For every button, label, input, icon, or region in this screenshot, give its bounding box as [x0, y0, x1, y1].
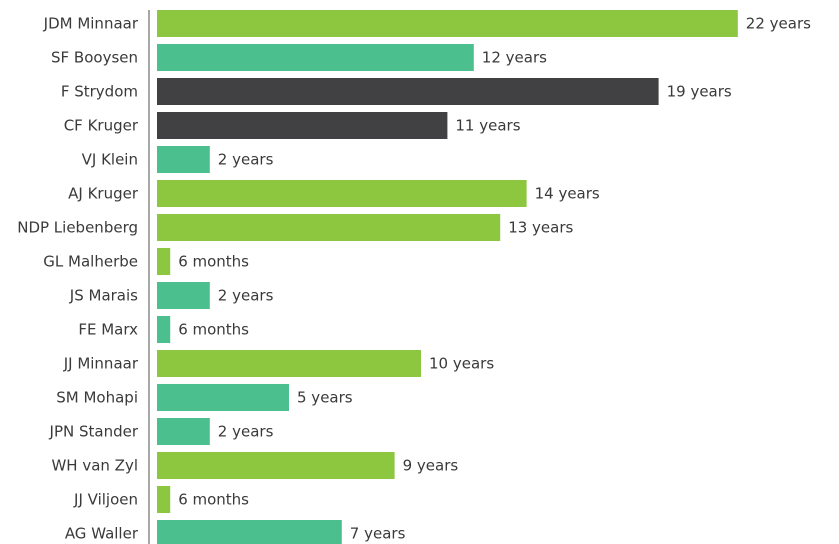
category-label: SM Mohapi — [56, 389, 138, 407]
bar — [157, 44, 474, 71]
bar — [157, 146, 210, 173]
category-label: JS Marais — [69, 287, 138, 305]
value-label: 6 months — [178, 253, 249, 271]
bar — [157, 384, 289, 411]
value-label: 2 years — [218, 423, 274, 441]
bar — [157, 10, 738, 37]
bar — [157, 112, 448, 139]
category-label: NDP Liebenberg — [17, 219, 138, 237]
value-label: 13 years — [508, 219, 573, 237]
bar — [157, 350, 421, 377]
bar — [157, 418, 210, 445]
category-label: JJ Minnaar — [63, 355, 139, 373]
bar — [157, 452, 395, 479]
bar — [157, 520, 342, 544]
category-label: JJ Viljoen — [73, 491, 138, 509]
value-label: 14 years — [535, 185, 600, 203]
value-label: 22 years — [746, 15, 811, 33]
category-label: VJ Klein — [82, 151, 138, 169]
category-label: JDM Minnaar — [43, 15, 139, 33]
value-label: 7 years — [350, 525, 406, 543]
category-label: JPN Stander — [49, 423, 139, 441]
value-label: 11 years — [455, 117, 520, 135]
value-label: 5 years — [297, 389, 353, 407]
value-labels-group: 22 years 12 years 19 years 11 years 2 years 1… — [178, 15, 811, 543]
value-label: 19 years — [667, 83, 732, 101]
category-label: CF Kruger — [64, 117, 139, 135]
value-label: 10 years — [429, 355, 494, 373]
bar — [157, 486, 171, 513]
bar — [157, 248, 171, 275]
category-label: AJ Kruger — [68, 185, 139, 203]
bar — [157, 282, 210, 309]
category-label: SF Booysen — [51, 49, 138, 67]
category-labels-group: JDM Minnaar SF Booysen F Strydom CF Kruger V… — [17, 15, 139, 543]
value-label: 6 months — [178, 321, 249, 339]
bar — [157, 180, 527, 207]
category-label: FE Marx — [78, 321, 138, 339]
bar — [157, 316, 171, 343]
value-label: 12 years — [482, 49, 547, 67]
bars-group — [157, 10, 738, 544]
bar — [157, 214, 501, 241]
value-label: 2 years — [218, 151, 274, 169]
category-label: AG Waller — [65, 525, 139, 543]
value-label: 9 years — [403, 457, 459, 475]
category-label: GL Malherbe — [43, 253, 138, 271]
category-label: WH van Zyl — [51, 457, 138, 475]
bar — [157, 78, 659, 105]
value-label: 6 months — [178, 491, 249, 509]
value-label: 2 years — [218, 287, 274, 305]
category-label: F Strydom — [61, 83, 138, 101]
